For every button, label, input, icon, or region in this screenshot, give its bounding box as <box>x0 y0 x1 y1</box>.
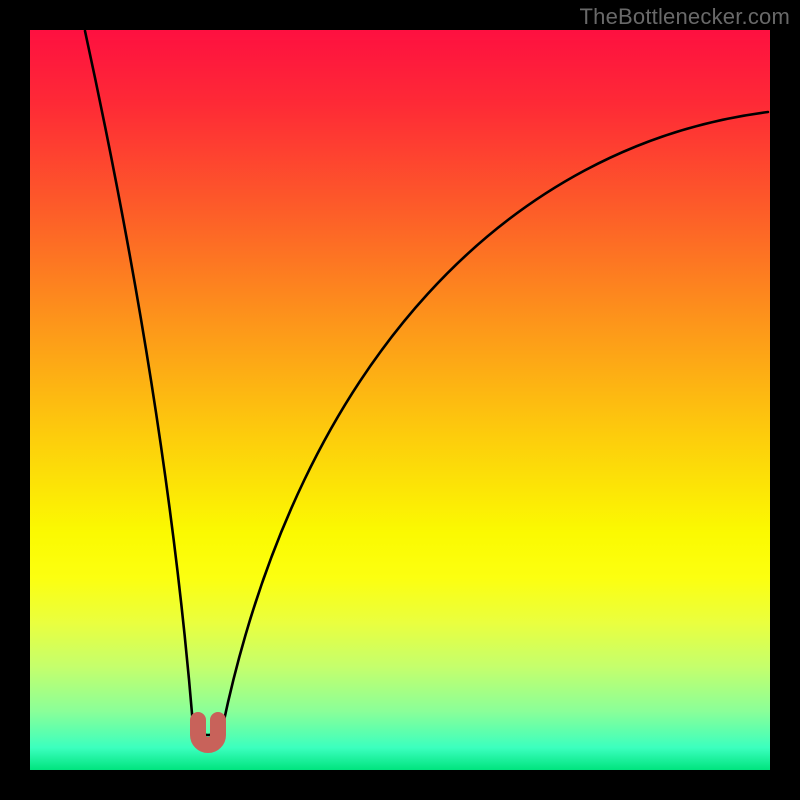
chart-root: TheBottlenecker.com <box>0 0 800 800</box>
attribution-link[interactable]: TheBottlenecker.com <box>580 4 790 30</box>
bottleneck-chart <box>0 0 800 800</box>
plot-background <box>30 30 770 770</box>
